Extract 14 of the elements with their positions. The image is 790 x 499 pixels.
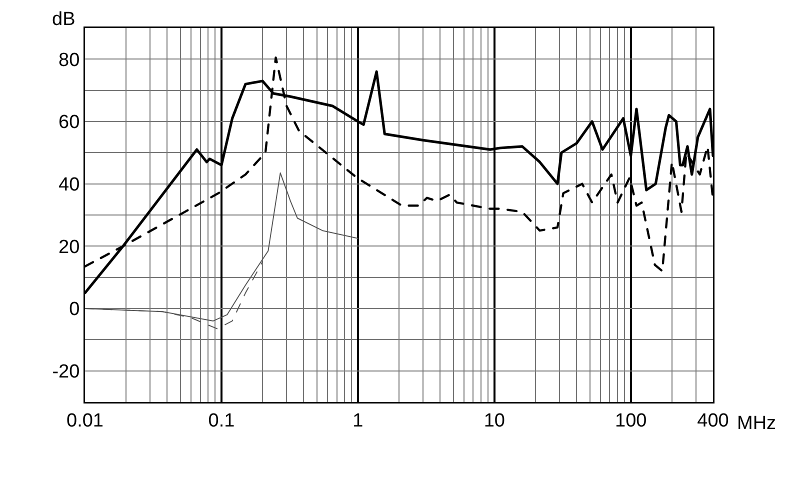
- y-tick-label: 0: [69, 299, 80, 320]
- x-tick-label: 1: [352, 410, 364, 432]
- y-axis-title: dB: [52, 9, 76, 30]
- y-tick-label: -20: [52, 361, 80, 382]
- x-tick-label: 400: [697, 410, 729, 432]
- x-tick-label: 0.1: [208, 410, 235, 432]
- x-tick-label: 10: [484, 410, 505, 432]
- y-tick-label: 40: [58, 174, 80, 196]
- y-tick-label: 80: [58, 50, 80, 71]
- x-tick-label: 0.01: [66, 410, 104, 432]
- y-tick-label: 20: [58, 236, 80, 258]
- x-tick-label: 100: [614, 410, 647, 432]
- y-tick-label: 60: [58, 112, 80, 134]
- x-axis-title: MHz: [737, 413, 776, 434]
